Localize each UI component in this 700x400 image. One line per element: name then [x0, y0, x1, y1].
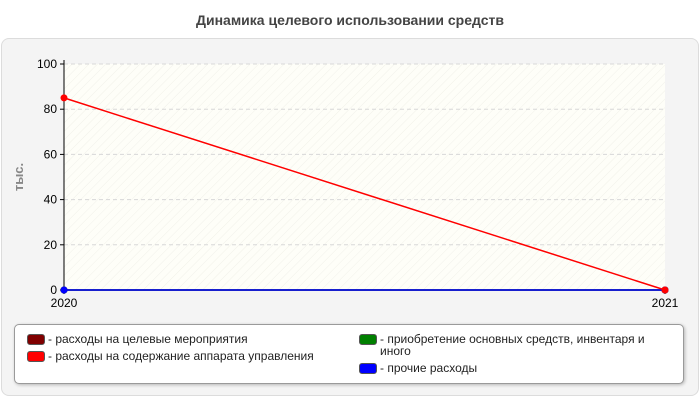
legend-item-other: - прочие расходы [359, 362, 675, 374]
chart-title: Динамика целевого использовании средств [196, 12, 504, 28]
y-axis-label: тыс. [11, 163, 26, 191]
plot-area [64, 64, 665, 290]
data-point-3-1 [661, 286, 669, 294]
y-tick-label: 0 [50, 283, 57, 297]
y-tick-label: 20 [44, 238, 58, 252]
data-point-3-0 [60, 94, 68, 102]
data-point-2-0 [60, 286, 68, 294]
legend-item-targeted: - расходы на целевые мероприятия [27, 333, 347, 345]
x-tick-label: 2020 [51, 296, 78, 310]
legend-label: - расходы на целевые мероприятия [48, 332, 248, 346]
y-tick-label: 100 [37, 57, 57, 71]
x-tick-label: 2021 [652, 296, 679, 310]
chart-legend: - расходы на целевые мероприятия - расхо… [14, 324, 684, 384]
legend-swatch [359, 363, 377, 374]
y-tick-label: 60 [44, 147, 58, 161]
y-tick-label: 40 [44, 193, 58, 207]
legend-item-admin: - расходы на содержание аппарата управле… [27, 350, 347, 362]
legend-label: - прочие расходы [380, 361, 478, 375]
legend-label: - приобретение основных средств, инвента… [380, 332, 645, 358]
series-line-3 [63, 97, 666, 291]
legend-swatch [27, 351, 45, 362]
legend-item-fixed-assets: - приобретение основных средств, инвента… [359, 333, 675, 357]
legend-swatch [359, 334, 377, 345]
legend-label: - расходы на содержание аппарата управле… [48, 349, 314, 363]
y-tick-label: 80 [44, 102, 58, 116]
legend-swatch [27, 334, 45, 345]
